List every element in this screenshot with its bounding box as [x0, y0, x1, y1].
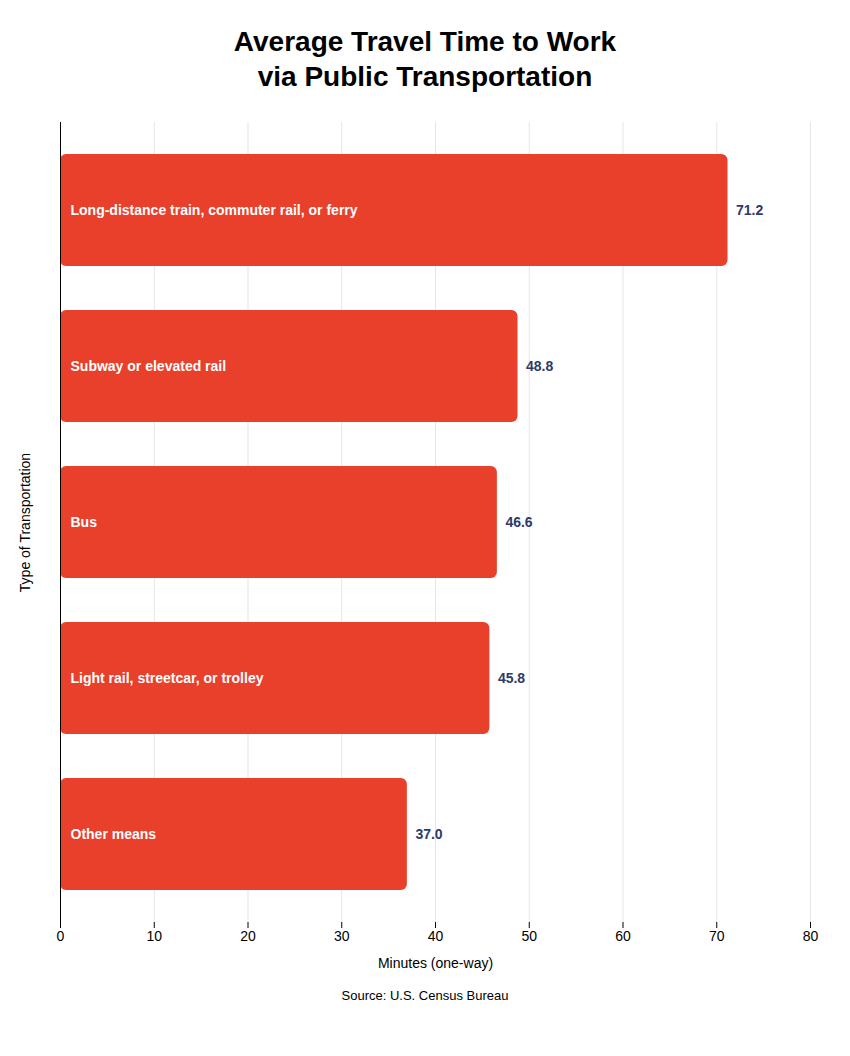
svg-text:30: 30	[334, 928, 350, 944]
svg-text:70: 70	[709, 928, 725, 944]
svg-text:40: 40	[428, 928, 444, 944]
svg-text:Bus: Bus	[71, 514, 98, 530]
html-text:Average Travel Time to Work vi: Average Travel Time to Work via Public T…	[233, 26, 617, 92]
svg-text:46.6: 46.6	[505, 514, 532, 530]
svg-text:80: 80	[803, 928, 819, 944]
svg-text:37.0: 37.0	[415, 826, 442, 842]
svg-text:45.8: 45.8	[498, 670, 525, 686]
svg-text:Other means: Other means	[71, 826, 157, 842]
svg-text:Minutes (one-way): Minutes (one-way)	[378, 955, 493, 971]
svg-text:Long-distance train, commuter: Long-distance train, commuter rail, or f…	[71, 202, 358, 218]
svg-text:10: 10	[146, 928, 162, 944]
html-text:Source: U.S. Census Bureau: Source: U.S. Census Bureau	[341, 988, 509, 1003]
svg-text:Subway or elevated rail: Subway or elevated rail	[71, 358, 227, 374]
svg-text:50: 50	[521, 928, 537, 944]
svg-text:0: 0	[57, 928, 65, 944]
svg-text:Type of Transportation: Type of Transportation	[17, 453, 33, 592]
svg-text:20: 20	[240, 928, 256, 944]
svg-text:60: 60	[615, 928, 631, 944]
svg-text:Light rail, streetcar, or trol: Light rail, streetcar, or trolley	[71, 670, 264, 686]
svg-text:71.2: 71.2	[736, 202, 763, 218]
svg-text:48.8: 48.8	[526, 358, 553, 374]
